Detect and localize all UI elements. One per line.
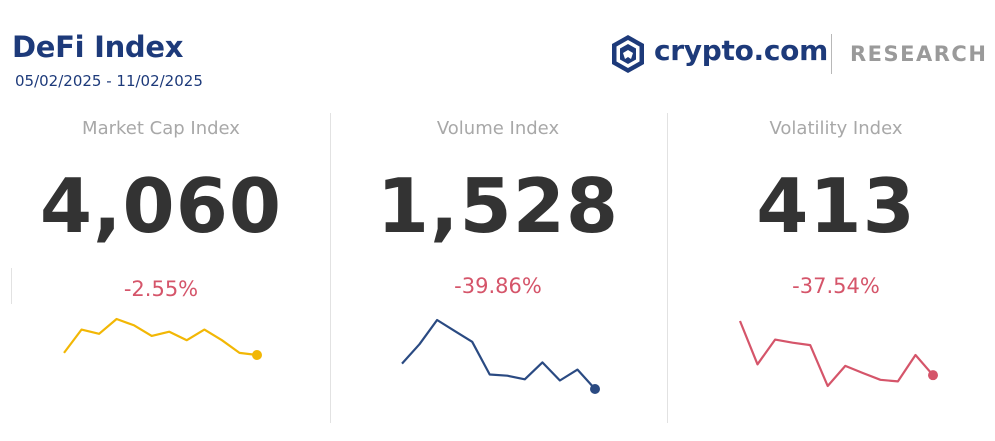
- market-cap-panel: Market Cap Index 4,060 -2.55%: [0, 112, 329, 432]
- brand-section: RESEARCH: [850, 42, 988, 66]
- volume-label: Volume Index: [436, 118, 560, 139]
- volume-change: -39.86%: [454, 274, 542, 298]
- volume-sparkline: [401, 318, 600, 394]
- volatility-sparkline: [738, 320, 938, 388]
- volume-last-point: [590, 384, 600, 394]
- date-range: 05/02/2025 - 11/02/2025: [15, 72, 203, 90]
- brand-name: crypto.com: [654, 34, 828, 67]
- market-cap-sparkline: [63, 317, 262, 360]
- volume-series-line: [401, 318, 596, 390]
- left-tick-divider: [11, 268, 12, 304]
- market-cap-label: Market Cap Index: [82, 118, 240, 139]
- column-divider: [330, 113, 331, 423]
- volatility-series-line: [738, 320, 934, 388]
- volatility-panel: Volatility Index 413 -37.54%: [668, 112, 995, 432]
- volatility-label: Volatility Index: [769, 118, 903, 139]
- column-divider: [667, 113, 668, 423]
- market-cap-change: -2.55%: [123, 277, 199, 301]
- crypto-com-logo-icon: [612, 35, 644, 73]
- page-title: DeFi Index: [12, 30, 184, 64]
- market-cap-series-line: [63, 317, 258, 357]
- market-cap-last-point: [252, 350, 262, 360]
- brand-divider: [831, 34, 832, 74]
- volatility-value: 413: [756, 162, 916, 250]
- volatility-last-point: [928, 370, 938, 381]
- market-cap-value: 4,060: [39, 162, 283, 250]
- volume-panel: Volume Index 1,528 -39.86%: [330, 112, 666, 432]
- volatility-change: -37.54%: [792, 274, 880, 298]
- volume-value: 1,528: [376, 162, 620, 250]
